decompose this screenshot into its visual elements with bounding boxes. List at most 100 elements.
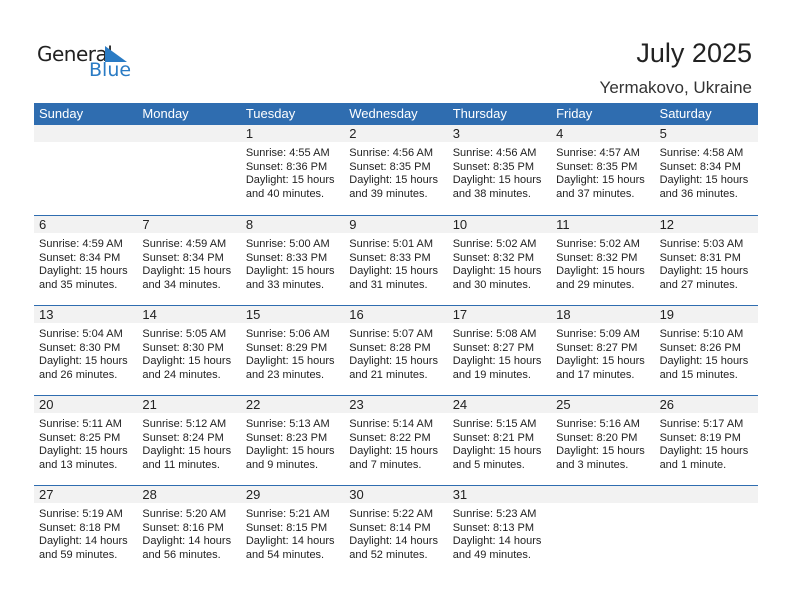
day-cell: 6 Sunrise: 4:59 AM Sunset: 8:34 PM Daylight… <box>34 216 137 306</box>
day-cell: 4 Sunrise: 4:57 AM Sunset: 8:35 PM Daylight… <box>551 125 654 215</box>
day-number: 12 <box>659 217 675 232</box>
daylight-minutes-text: and 33 minutes. <box>245 278 325 291</box>
day-cell: 10 Sunrise: 5:02 AM Sunset: 8:32 PM Dayligh… <box>448 216 551 306</box>
sunset-text: Sunset: 8:28 PM <box>349 341 431 354</box>
day-cell: 21 Sunrise: 5:12 AM Sunset: 8:24 PM Dayligh… <box>137 396 240 486</box>
sunrise-text: Sunrise: 5:17 AM <box>659 418 744 430</box>
day-number: 8 <box>245 217 254 232</box>
sunset-text: Sunset: 8:34 PM <box>659 160 741 173</box>
date-band <box>34 216 758 233</box>
daylight-text: Daylight: 15 hours <box>556 265 645 277</box>
sunset-text: Sunset: 8:27 PM <box>452 341 535 354</box>
day-cell: 2 Sunrise: 4:56 AM Sunset: 8:35 PM Daylight… <box>344 125 447 215</box>
sunset-text: Sunset: 8:33 PM <box>349 251 431 264</box>
day-cell: 27 Sunrise: 5:19 AM Sunset: 8:18 PM Dayligh… <box>34 486 137 576</box>
sunrise-text: Sunrise: 4:59 AM <box>142 238 227 250</box>
logo-general-text: General <box>37 42 113 66</box>
day-cell: 17 Sunrise: 5:08 AM Sunset: 8:27 PM Dayligh… <box>448 306 551 396</box>
day-number: 3 <box>452 126 460 141</box>
day-cell: 3 Sunrise: 4:56 AM Sunset: 8:35 PM Daylight… <box>448 125 551 215</box>
day-cell: 11 Sunrise: 5:02 AM Sunset: 8:32 PM Dayligh… <box>551 216 654 306</box>
day-cell: 7 Sunrise: 4:59 AM Sunset: 8:34 PM Daylight… <box>137 216 240 306</box>
day-number: 28 <box>142 487 157 502</box>
date-band <box>34 125 758 142</box>
week-row: 20 Sunrise: 5:11 AM Sunset: 8:25 PM Dayligh… <box>34 395 758 486</box>
sunset-text: Sunset: 8:23 PM <box>245 431 328 444</box>
daylight-text: Daylight: 14 hours <box>142 535 232 547</box>
daylight-minutes-text: and 59 minutes. <box>39 548 118 561</box>
daylight-minutes-text: and 52 minutes. <box>349 548 428 561</box>
daylight-minutes-text: and 54 minutes. <box>245 548 325 561</box>
sunrise-text: Sunrise: 5:05 AM <box>142 328 227 340</box>
day-number: 14 <box>142 307 157 322</box>
daylight-text: Daylight: 15 hours <box>245 174 335 186</box>
daylight-minutes-text: and 17 minutes. <box>556 368 635 381</box>
sunrise-text: Sunrise: 5:19 AM <box>39 508 123 520</box>
weekday-tuesday: Tuesday <box>245 106 296 121</box>
daylight-text: Daylight: 15 hours <box>39 355 128 367</box>
daylight-minutes-text: and 36 minutes. <box>659 187 738 200</box>
day-number: 13 <box>39 307 54 322</box>
day-number: 31 <box>452 487 468 502</box>
daylight-minutes-text: and 30 minutes. <box>452 278 531 291</box>
sunset-text: Sunset: 8:25 PM <box>39 431 121 444</box>
daylight-minutes-text: and 56 minutes. <box>142 548 221 561</box>
weekday-monday: Monday <box>142 106 189 121</box>
daylight-text: Daylight: 15 hours <box>659 265 749 277</box>
daylight-text: Daylight: 15 hours <box>452 445 542 457</box>
sunset-text: Sunset: 8:33 PM <box>245 251 328 264</box>
day-number: 19 <box>659 307 675 322</box>
day-number: 16 <box>349 307 364 322</box>
day-number: 25 <box>556 397 571 412</box>
daylight-minutes-text: and 9 minutes. <box>245 458 318 471</box>
day-number: 26 <box>659 397 675 412</box>
day-number: 17 <box>452 307 468 322</box>
day-cell: 12 Sunrise: 5:03 AM Sunset: 8:31 PM Dayligh… <box>655 216 758 306</box>
day-number: 30 <box>349 487 364 502</box>
day-number: 7 <box>142 217 150 232</box>
day-cell: 22 Sunrise: 5:13 AM Sunset: 8:23 PM Dayligh… <box>241 396 344 486</box>
sunrise-text: Sunrise: 4:56 AM <box>452 147 537 159</box>
sunrise-text: Sunrise: 5:16 AM <box>556 418 640 430</box>
day-number: 23 <box>349 397 364 412</box>
sunset-text: Sunset: 8:36 PM <box>245 160 328 173</box>
week-row: 6 Sunrise: 4:59 AM Sunset: 8:34 PM Daylight… <box>34 215 758 306</box>
day-cell: 8 Sunrise: 5:00 AM Sunset: 8:33 PM Daylight… <box>241 216 344 306</box>
weekday-sunday: Sunday <box>39 106 84 121</box>
sunrise-text: Sunrise: 5:11 AM <box>39 418 122 430</box>
sunrise-text: Sunrise: 5:02 AM <box>556 238 640 250</box>
daylight-minutes-text: and 24 minutes. <box>142 368 221 381</box>
daylight-text: Daylight: 15 hours <box>349 355 438 367</box>
daylight-minutes-text: and 11 minutes. <box>142 458 220 471</box>
page-title: July 2025 <box>636 38 752 68</box>
sunset-text: Sunset: 8:13 PM <box>452 521 535 534</box>
sunset-text: Sunset: 8:24 PM <box>142 431 224 444</box>
day-cell: 23 Sunrise: 5:14 AM Sunset: 8:22 PM Dayligh… <box>344 396 447 486</box>
daylight-text: Daylight: 15 hours <box>142 355 232 367</box>
daylight-text: Daylight: 15 hours <box>245 355 335 367</box>
daylight-text: Daylight: 14 hours <box>349 535 438 547</box>
day-number: 21 <box>142 397 157 412</box>
daylight-minutes-text: and 39 minutes. <box>349 187 428 200</box>
day-number: 1 <box>245 126 254 141</box>
daylight-text: Daylight: 15 hours <box>142 265 232 277</box>
sunrise-text: Sunrise: 5:09 AM <box>556 328 640 340</box>
weekday-header: Sunday Monday Tuesday Wednesday Thursday Frid… <box>34 103 758 125</box>
sunrise-text: Sunrise: 5:22 AM <box>349 508 434 520</box>
sunrise-text: Sunrise: 4:59 AM <box>39 238 123 250</box>
daylight-minutes-text: and 29 minutes. <box>556 278 635 291</box>
sunset-text: Sunset: 8:34 PM <box>39 251 121 264</box>
sunset-text: Sunset: 8:35 PM <box>452 160 535 173</box>
day-number: 9 <box>349 217 357 232</box>
sunset-text: Sunset: 8:34 PM <box>142 251 224 264</box>
sunset-text: Sunset: 8:26 PM <box>659 341 741 354</box>
day-cell: 30 Sunrise: 5:22 AM Sunset: 8:14 PM Dayligh… <box>344 486 447 576</box>
daylight-text: Daylight: 15 hours <box>349 265 438 277</box>
daylight-text: Daylight: 15 hours <box>556 445 645 457</box>
daylight-text: Daylight: 15 hours <box>452 355 542 367</box>
location: Yermakovo, Ukraine <box>599 78 752 97</box>
weekday-saturday: Saturday <box>659 106 712 121</box>
day-number: 24 <box>452 397 468 412</box>
daylight-minutes-text: and 37 minutes. <box>556 187 635 200</box>
day-number: 22 <box>245 397 261 412</box>
